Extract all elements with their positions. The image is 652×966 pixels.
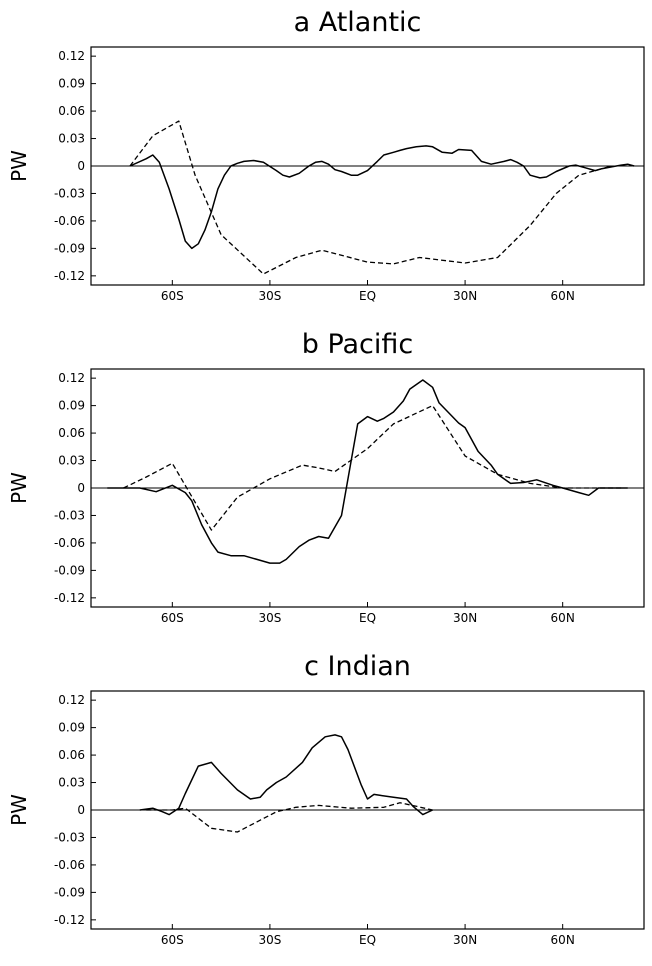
solid-series-line bbox=[107, 379, 628, 564]
x-tick-label: 30N bbox=[453, 933, 477, 947]
x-tick-label: 60N bbox=[551, 611, 575, 625]
y-tick-label: 0.12 bbox=[58, 49, 85, 63]
y-tick-label: -0.09 bbox=[54, 885, 85, 899]
solid-series-line bbox=[139, 734, 433, 816]
y-tick-label: 0 bbox=[77, 159, 85, 173]
x-tick-label: 30N bbox=[453, 289, 477, 303]
y-tick-label: -0.03 bbox=[54, 508, 85, 522]
y-tick-label: -0.03 bbox=[54, 830, 85, 844]
y-tick-label: -0.12 bbox=[54, 269, 85, 283]
y-tick-label: 0.09 bbox=[58, 721, 85, 735]
chart-panel-1: a Atlantic 0.12 0.09 0.06 0.03 0 -0.03 -0.06 -0.… bbox=[7, 7, 645, 303]
x-tick-label: 60N bbox=[551, 289, 575, 303]
chart-panel-3: c Indian 0.12 0.09 0.06 0.03 0 -0.03 -0.06 -0.09… bbox=[7, 651, 645, 947]
x-tick-label: 60S bbox=[161, 611, 184, 625]
dashed-series-line bbox=[146, 802, 433, 833]
y-tick-label: -0.12 bbox=[54, 913, 85, 927]
y-tick-label: 0 bbox=[77, 803, 85, 817]
x-tick-label: 60S bbox=[161, 933, 184, 947]
y-tick-label: 0.12 bbox=[58, 371, 85, 385]
y-axis-label: PW bbox=[7, 150, 31, 182]
dashed-series-line bbox=[123, 404, 622, 531]
x-tick-label: EQ bbox=[359, 289, 376, 303]
y-tick-label: 0.06 bbox=[58, 426, 85, 440]
solid-series-line bbox=[129, 145, 635, 250]
y-tick-label: 0.12 bbox=[58, 693, 85, 707]
x-tick-label: 60S bbox=[161, 289, 184, 303]
y-tick-label: -0.06 bbox=[54, 536, 85, 550]
y-axis-label: PW bbox=[7, 794, 31, 826]
y-tick-label: -0.06 bbox=[54, 858, 85, 872]
chart-panel-2: b Pacific 0.12 0.09 0.06 0.03 0 -0.03 -0.06 -0.0… bbox=[7, 329, 645, 625]
x-tick-label: EQ bbox=[359, 933, 376, 947]
y-tick-label: -0.09 bbox=[54, 241, 85, 255]
y-tick-label: -0.03 bbox=[54, 186, 85, 200]
chart-title: b Pacific bbox=[302, 329, 414, 360]
x-tick-label: 30N bbox=[453, 611, 477, 625]
y-tick-label: 0.09 bbox=[58, 77, 85, 91]
chart-title: c Indian bbox=[304, 651, 411, 682]
x-tick-label: 30S bbox=[258, 933, 281, 947]
y-tick-label: -0.06 bbox=[54, 214, 85, 228]
y-tick-label: -0.12 bbox=[54, 591, 85, 605]
chart-title: a Atlantic bbox=[294, 7, 422, 38]
x-tick-label: 30S bbox=[258, 289, 281, 303]
y-tick-label: 0.03 bbox=[58, 454, 85, 468]
y-tick-label: 0.09 bbox=[58, 399, 85, 413]
y-tick-label: 0.03 bbox=[58, 132, 85, 146]
dashed-series-line bbox=[129, 120, 612, 275]
y-tick-label: 0.06 bbox=[58, 104, 85, 118]
x-tick-label: 30S bbox=[258, 611, 281, 625]
x-tick-label: EQ bbox=[359, 611, 376, 625]
y-axis-label: PW bbox=[7, 472, 31, 504]
x-tick-label: 60N bbox=[551, 933, 575, 947]
y-tick-label: 0 bbox=[77, 481, 85, 495]
y-tick-label: 0.06 bbox=[58, 748, 85, 762]
y-tick-label: -0.09 bbox=[54, 563, 85, 577]
y-tick-label: 0.03 bbox=[58, 776, 85, 790]
